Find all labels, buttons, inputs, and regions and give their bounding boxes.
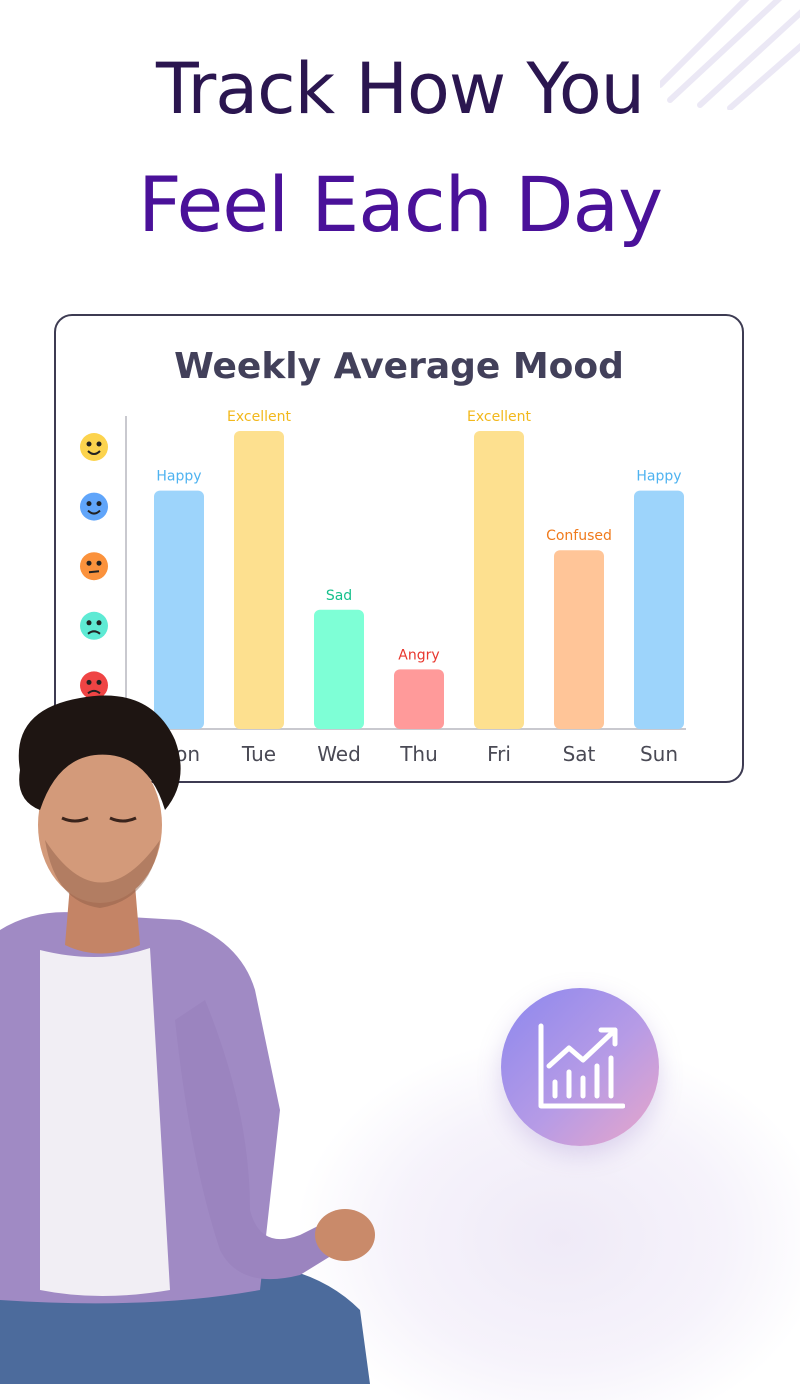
happy-mood-icon-eye bbox=[96, 501, 102, 507]
bar-label-tue: Excellent bbox=[227, 409, 291, 425]
x-tick-fri: Fri bbox=[487, 742, 511, 766]
x-tick-sat: Sat bbox=[563, 742, 596, 766]
happy-mood-icon-mouth bbox=[87, 509, 101, 515]
x-tick-sun: Sun bbox=[640, 742, 678, 766]
excellent-mood-icon-mouth bbox=[87, 450, 101, 455]
happy-mood-icon bbox=[80, 492, 108, 521]
bar-label-sat: Confused bbox=[546, 528, 612, 544]
bar-tue bbox=[234, 431, 284, 729]
angry-mood-icon-eye bbox=[86, 679, 92, 685]
chart-title: Weekly Average Mood bbox=[174, 346, 624, 387]
leaf-decoration bbox=[660, 0, 800, 110]
x-tick-thu: Thu bbox=[399, 742, 438, 766]
headline-line-2: Feel Each Day bbox=[137, 160, 663, 249]
angry-mood-icon bbox=[80, 671, 108, 700]
bar-label-fri: Excellent bbox=[467, 409, 531, 425]
bar-wed bbox=[314, 609, 364, 729]
confused-mood-icon-mouth bbox=[88, 570, 100, 574]
bar-label-wed: Sad bbox=[326, 588, 352, 604]
stats-badge[interactable] bbox=[501, 988, 659, 1146]
bar-mon bbox=[154, 490, 204, 729]
confused-mood-icon bbox=[80, 552, 108, 581]
bar-fri bbox=[474, 431, 524, 729]
mood-bar-chart: HappyMonExcellentTueSadWedAngryThuExcell… bbox=[80, 409, 686, 766]
angry-mood-icon-eye bbox=[96, 679, 102, 685]
angry-mood-icon-mouth bbox=[87, 689, 101, 695]
happy-mood-icon-eye bbox=[86, 501, 92, 507]
bar-sun bbox=[634, 490, 684, 729]
excellent-mood-icon-eye bbox=[86, 441, 92, 447]
meditating-person-photo bbox=[0, 695, 375, 1384]
bar-label-sun: Happy bbox=[636, 469, 681, 485]
bar-sat bbox=[554, 550, 604, 729]
confused-mood-icon-eye bbox=[96, 560, 102, 566]
x-tick-wed: Wed bbox=[317, 742, 361, 766]
bar-label-mon: Happy bbox=[156, 469, 201, 485]
sad-mood-icon-mouth bbox=[87, 630, 101, 635]
confused-mood-icon-eye bbox=[86, 560, 92, 566]
sad-mood-icon-eye bbox=[86, 620, 92, 626]
sad-mood-icon-eye bbox=[96, 620, 102, 626]
sad-mood-icon bbox=[80, 611, 108, 640]
x-tick-tue: Tue bbox=[241, 742, 276, 766]
bar-thu bbox=[394, 669, 444, 729]
mood-chart-card: Weekly Average Mood HappyMonExcellentTue… bbox=[54, 314, 744, 783]
excellent-mood-icon bbox=[80, 433, 108, 461]
bar-label-thu: Angry bbox=[398, 647, 439, 663]
headline-line-1: Track How You bbox=[155, 48, 645, 130]
excellent-mood-icon-eye bbox=[96, 441, 102, 447]
growth-chart-icon bbox=[538, 1023, 625, 1109]
